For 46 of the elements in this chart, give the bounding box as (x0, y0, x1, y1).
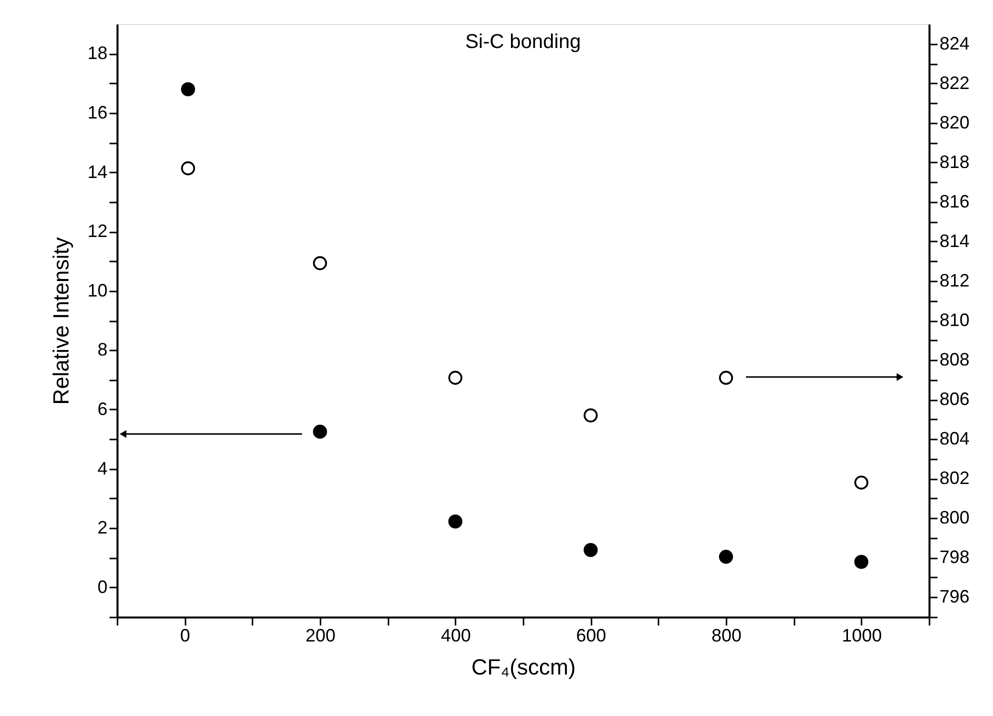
point (854, 554, 868, 569)
point (718, 370, 734, 385)
y2-tick-label: 816 (940, 191, 970, 212)
y-tick-label: 8 (97, 340, 108, 360)
y2-tick-label: 804 (940, 428, 970, 449)
point (584, 408, 598, 422)
point (854, 476, 868, 490)
x-tick-label: 400 (440, 626, 471, 646)
y-tick-label: 18 (87, 43, 108, 64)
point (584, 542, 598, 558)
y2-tick-label: 812 (940, 270, 970, 290)
x-axis-title: CF₄(sccm) (471, 654, 576, 680)
y-tick-label: 10 (87, 280, 108, 300)
point (312, 256, 328, 270)
y-tick-label: 0 (97, 576, 108, 597)
y2-tick-label: 818 (940, 152, 970, 172)
y-axis-title: Relative Intensity (48, 237, 74, 405)
y2-tick-label: 808 (940, 350, 970, 370)
point (448, 514, 462, 529)
y-tick-label: 4 (97, 458, 108, 478)
point (181, 161, 196, 176)
point (718, 550, 734, 564)
x-tick-label: 1000 (842, 626, 882, 646)
x-tick-label: 200 (305, 626, 336, 646)
x-tick-label: 800 (711, 626, 742, 646)
x-tick-label: 0 (180, 626, 190, 646)
y2-tick-label: 796 (940, 586, 970, 607)
y-tick-label: 16 (87, 102, 108, 122)
y-tick-label: 12 (87, 221, 108, 242)
y2-tick-label: 822 (940, 72, 970, 93)
y2-tick-label: 810 (940, 310, 970, 330)
chart-title: Si-C bonding (465, 31, 581, 53)
y2-tick-label: 802 (940, 468, 970, 488)
y-tick-label: 2 (97, 518, 108, 538)
x-tick-label: 600 (576, 626, 606, 646)
y2-tick-label: 814 (940, 230, 970, 251)
y-tick-label: 14 (87, 162, 108, 182)
point (448, 370, 462, 385)
y2-tick-label: 820 (940, 112, 970, 132)
y2-tick-label: 800 (940, 508, 970, 528)
point (181, 82, 196, 96)
y2-tick-label: 824 (940, 33, 970, 54)
y-tick-label: 6 (97, 398, 108, 419)
y2-tick-label: 798 (940, 547, 970, 568)
point (312, 424, 328, 439)
y2-tick-label: 806 (940, 389, 970, 410)
